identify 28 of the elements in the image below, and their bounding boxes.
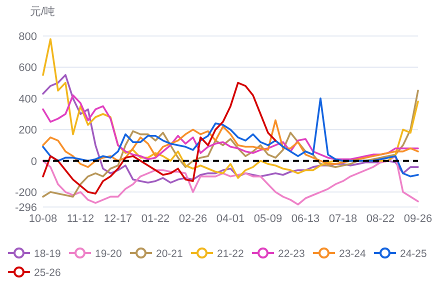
x-tick-label: 11-12 [66, 213, 94, 225]
chart: -296 -200 0 200 400 600 800 10-08 11-12 12-17 01-22 02-26 04-01 05-09 06-13 07-18 08-22 09-26 元/吨 [14, 6, 432, 225]
y-tick-label: 600 [18, 62, 37, 74]
legend-label: 24-25 [400, 248, 428, 260]
x-tick-label: 05-09 [254, 213, 282, 225]
y-tick-label: 200 [18, 124, 37, 137]
legend-label: 22-23 [278, 248, 306, 260]
x-tick-label: 10-08 [28, 213, 58, 225]
x-tick-label: 12-17 [104, 213, 132, 225]
x-tick-label: 04-01 [216, 213, 245, 225]
legend-label: 18-19 [34, 248, 62, 260]
x-tick-label: 01-22 [141, 213, 170, 225]
legend-label: 20-21 [156, 248, 184, 260]
y-tick-label: 0 [30, 156, 37, 168]
legend-label: 25-26 [34, 267, 62, 279]
y-axis-title: 元/吨 [30, 5, 56, 18]
y-tick-label: 400 [18, 93, 37, 106]
x-tick-label: 07-18 [328, 213, 358, 225]
x-tick-label: 02-26 [178, 213, 208, 225]
x-tick-label: 06-13 [291, 213, 320, 225]
legend-label: 23-24 [339, 248, 366, 260]
legend-label: 21-22 [217, 248, 244, 260]
x-tick-label: 09-26 [404, 213, 432, 225]
y-tick-label: -296 [14, 202, 37, 214]
legend-label: 19-20 [95, 248, 122, 260]
x-tick-label: 08-22 [366, 213, 395, 225]
y-tick-label: 800 [18, 31, 37, 43]
y-tick-label: -200 [14, 187, 37, 200]
